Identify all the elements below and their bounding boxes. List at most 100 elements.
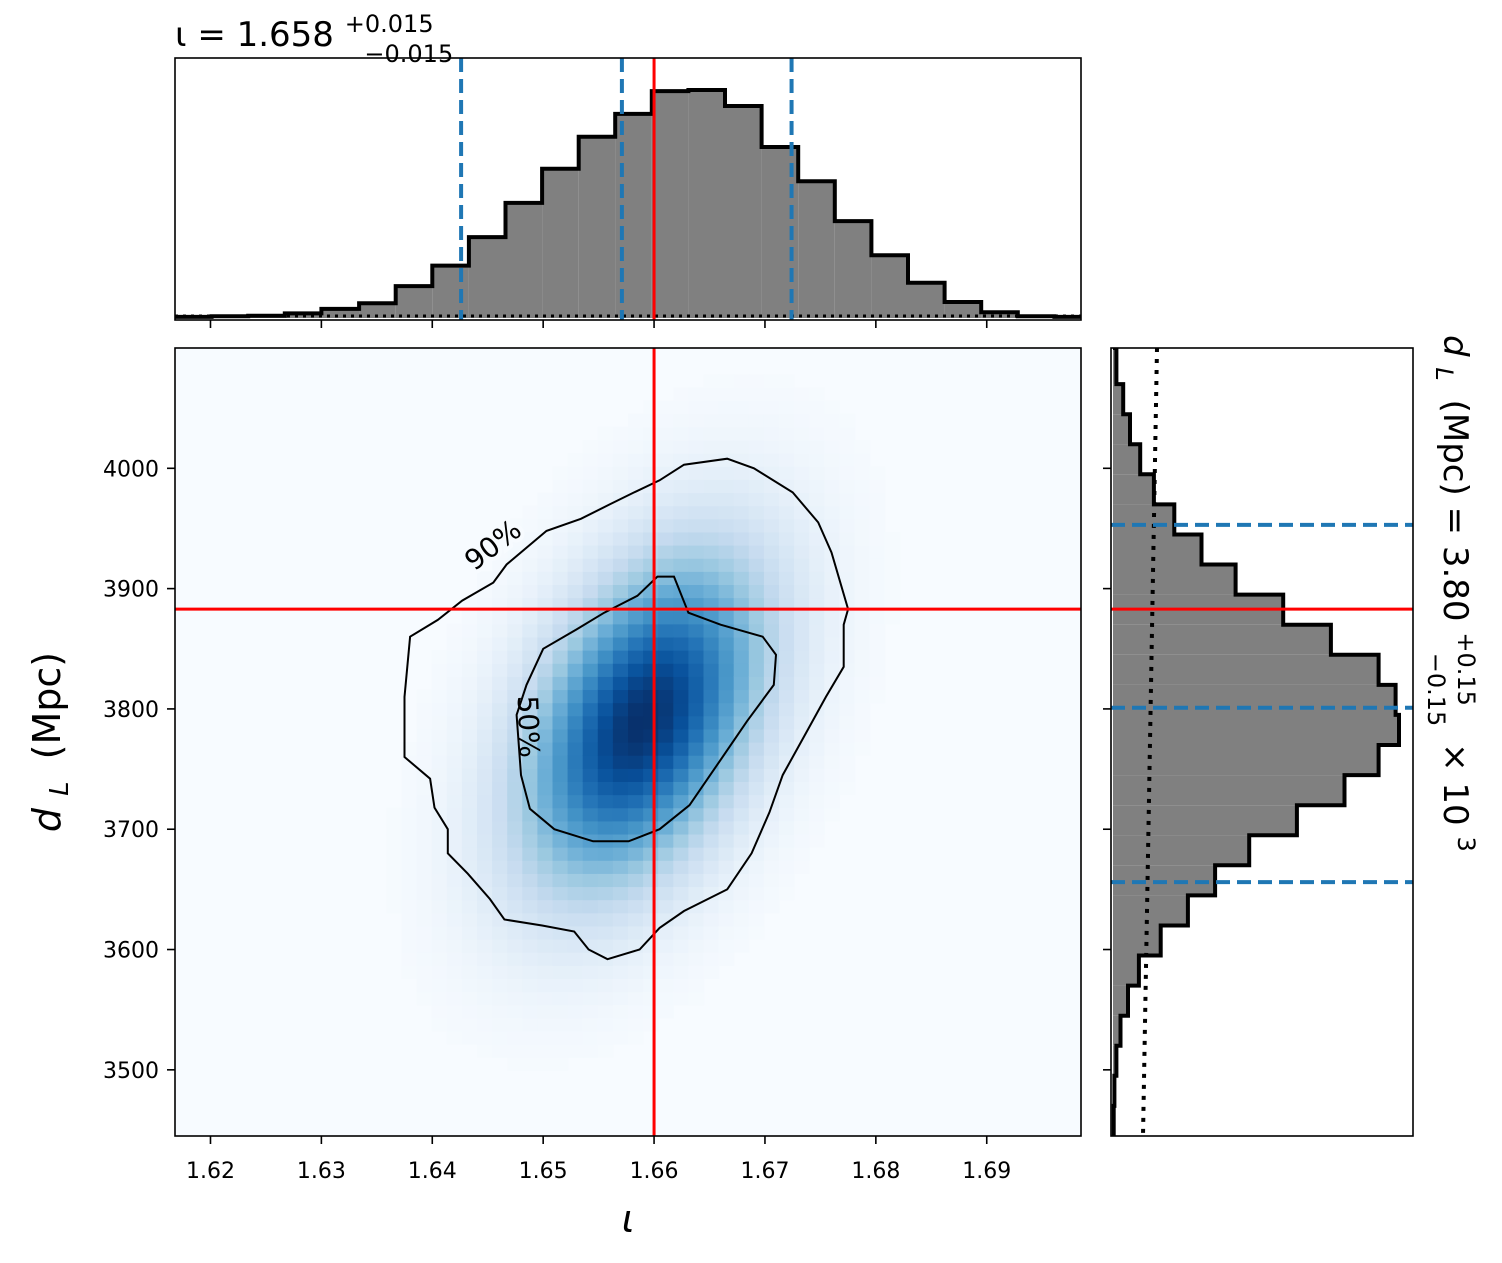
density-cell [718,663,735,677]
density-cell [597,492,614,507]
density-cell [718,466,735,480]
density-cell [612,571,629,585]
density-cell [643,439,659,454]
density-cell [763,886,780,901]
iota-hist-bar [468,237,506,318]
density-cell [688,939,705,953]
density-cell [628,426,644,441]
density-cell [537,1030,554,1045]
density-cell [477,742,493,756]
density-cell [628,794,644,809]
density-cell [431,689,448,704]
density-cell [748,925,765,940]
density-cell [794,833,810,848]
density-cell [794,781,810,796]
density-cell [839,728,856,743]
density-cell [537,742,554,756]
density-cell [809,400,825,415]
density-cell [492,702,508,717]
density-cell [779,374,795,388]
density-cell [733,689,750,704]
density-cell [703,860,720,874]
density-cell [552,781,569,796]
density-cell [658,794,674,809]
density-cell [537,623,554,638]
density-cell [416,755,433,769]
density-cell [809,794,825,809]
density-cell [597,531,614,546]
density-cell [673,873,689,888]
density-cell [416,728,433,743]
density-cell [794,387,810,402]
density-cell [582,912,599,927]
density-cell [537,965,554,979]
density-cell [794,636,810,651]
dL-hist-bar [1113,504,1175,535]
density-cell [703,387,720,402]
density-cell [567,545,584,559]
density-cell [522,820,538,835]
density-cell [597,886,614,901]
density-cell [658,545,674,559]
density-cell [763,374,780,388]
density-cell [794,492,810,507]
density-cell [492,755,508,769]
density-cell [386,807,403,822]
density-cell [582,781,599,796]
density-cell [643,584,659,599]
density-cell [446,755,463,769]
density-cell [612,676,629,691]
density-cell [582,466,599,480]
density-cell [446,794,463,809]
density-cell [658,636,674,651]
density-cell [673,387,689,402]
density-cell [809,755,825,769]
x-tick-label: 1.67 [740,1159,789,1184]
density-cell [612,584,629,599]
density-cell [643,755,659,769]
dL-title-var-sub: L [1430,367,1458,380]
density-cell [537,584,554,599]
density-cell [628,768,644,782]
density-cell [537,925,554,940]
density-cell [507,847,523,861]
density-cell [809,742,825,756]
density-cell [552,558,569,572]
density-cell [688,768,705,782]
density-cell [477,873,493,888]
density-cell [416,925,433,940]
density-cell [809,571,825,585]
density-cell [537,873,554,888]
density-cell [809,492,825,507]
density-cell [869,505,886,520]
density-cell [703,925,720,940]
density-cell [809,676,825,691]
density-cell [567,860,584,874]
density-cell [839,715,856,730]
density-cell [612,439,629,454]
density-cell [628,623,644,638]
ylabel-unit: (Mpc) [25,652,69,759]
contour-50-percent [515,575,778,843]
density-cell [733,413,750,428]
density-cell [824,492,840,507]
density-cell [733,545,750,559]
density-cell [658,886,674,901]
density-cell [673,912,689,927]
density-cell [703,794,720,809]
density-cell [416,807,433,822]
y-tick-label: 3700 [103,818,159,843]
density-cell [597,755,614,769]
density-cell [612,978,629,993]
density-cell [446,781,463,796]
density-cell [416,715,433,730]
density-cell [628,820,644,835]
density-cell [612,873,629,888]
density-cell [507,939,523,953]
density-cell [839,558,856,572]
density-cell [748,715,765,730]
density-cell [673,413,689,428]
density-cell [718,479,735,494]
density-cell [567,715,584,730]
density-cell [733,400,750,415]
